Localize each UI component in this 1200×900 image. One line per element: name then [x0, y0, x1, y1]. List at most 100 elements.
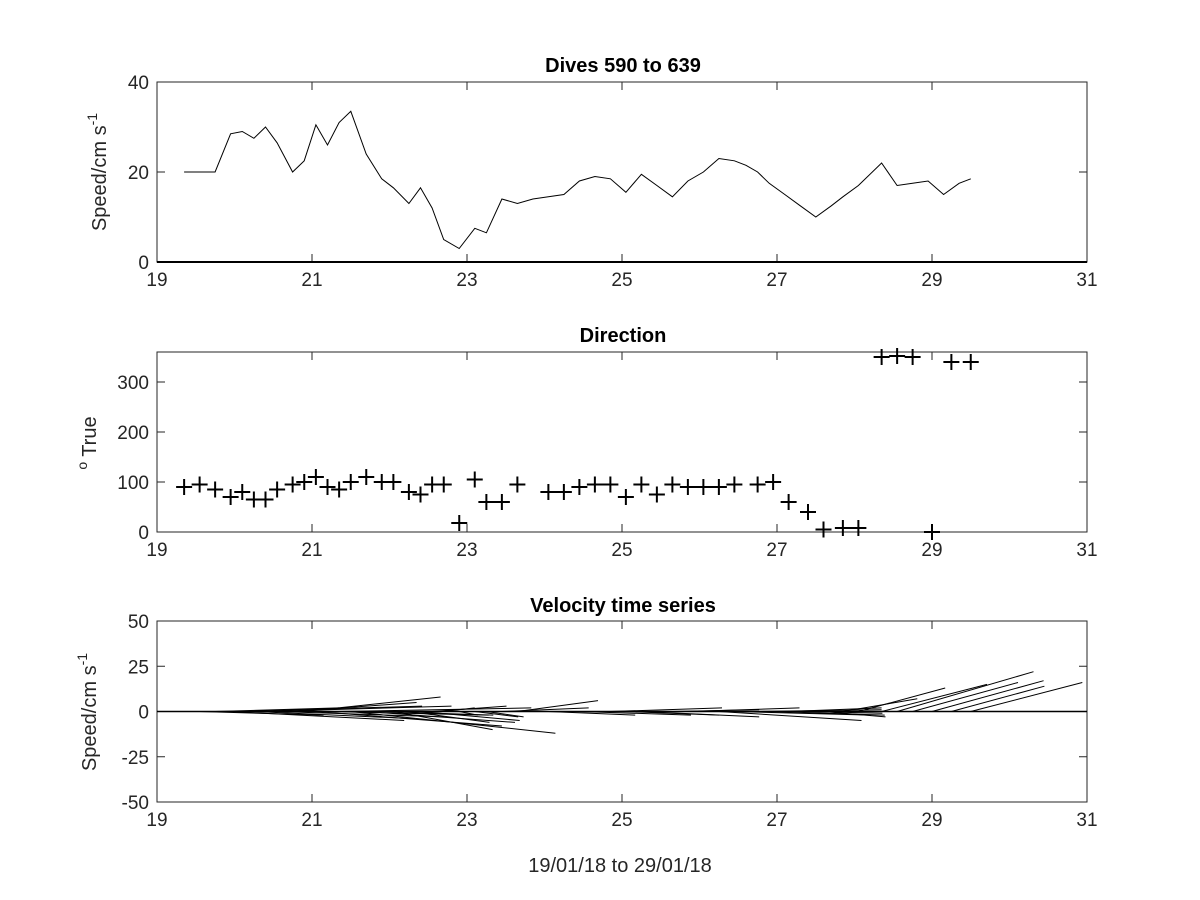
velocity-xlabel: 19/01/18 to 29/01/18 — [528, 855, 712, 877]
speed-title: Dives 590 to 639 — [545, 55, 701, 77]
velocity-vector — [315, 711, 502, 727]
velocity-xtick-label: 31 — [1076, 810, 1097, 831]
svg-text:Speed/cm s-1: Speed/cm s-1 — [74, 653, 101, 771]
velocity-vector — [230, 711, 405, 721]
velocity-xtick-label: 21 — [301, 810, 322, 831]
velocity-vector — [610, 707, 723, 712]
velocity-vector — [579, 711, 692, 716]
velocity-ytick-label: -50 — [122, 793, 149, 814]
velocity-vector — [459, 711, 478, 716]
direction-point — [815, 521, 832, 538]
speed-xtick-label: 21 — [301, 270, 322, 291]
direction-point — [726, 476, 743, 493]
velocity-vector — [734, 711, 871, 716]
direction-point — [679, 479, 696, 495]
velocity-vector — [881, 683, 988, 712]
direction-point — [633, 476, 650, 493]
velocity-panel: Velocity time series Speed/cm s-1 19/01/… — [74, 595, 1098, 877]
velocity-vector — [474, 711, 519, 718]
direction-point — [904, 349, 921, 365]
velocity-ylabel: Speed/cm s-1 — [74, 653, 101, 771]
direction-ytick-label: 300 — [117, 373, 149, 394]
velocity-vector — [265, 705, 452, 712]
velocity-xtick-label: 25 — [611, 810, 632, 831]
velocity-vector — [951, 685, 1045, 712]
velocity-xtick-label: 27 — [766, 810, 787, 831]
direction-ylabel: o True — [74, 416, 101, 469]
velocity-vector — [443, 707, 475, 712]
direction-ytick-label: 0 — [138, 523, 149, 544]
direction-point — [710, 479, 727, 495]
direction-point — [358, 469, 375, 485]
direction-xtick-label: 29 — [921, 540, 942, 561]
direction-xtick-label: 25 — [611, 540, 632, 561]
direction-point — [478, 494, 495, 510]
direction-point — [509, 476, 526, 493]
direction-point — [400, 484, 417, 500]
direction-point — [342, 474, 359, 490]
direction-point — [412, 486, 429, 503]
velocity-vector — [912, 682, 1019, 712]
direction-point — [269, 481, 286, 498]
velocity-vector — [931, 680, 1044, 712]
direction-point — [571, 479, 588, 495]
direction-point — [257, 491, 274, 508]
direction-xtick-label: 19 — [146, 540, 167, 561]
velocity-vector — [641, 711, 760, 718]
direction-ylabel-sup: o — [74, 462, 90, 470]
speed-ytick-label: 20 — [128, 163, 149, 184]
speed-xtick-label: 31 — [1076, 270, 1097, 291]
speed-ylabel: Speed/cm s-1 — [84, 113, 111, 231]
direction-point — [435, 476, 452, 493]
velocity-vector — [773, 711, 885, 716]
velocity-vector — [687, 707, 800, 712]
velocity-vector — [339, 707, 532, 712]
velocity-vector — [858, 687, 946, 712]
direction-xtick-label: 27 — [766, 540, 787, 561]
velocity-vector — [408, 711, 490, 723]
direction-point — [695, 479, 712, 495]
velocity-vector — [304, 696, 441, 712]
direction-point — [648, 486, 665, 503]
direction-point — [191, 476, 208, 493]
speed-xtick-label: 27 — [766, 270, 787, 291]
speed-xtick-label: 29 — [921, 270, 942, 291]
speed-xtick-label: 19 — [146, 270, 167, 291]
velocity-ytick-label: 25 — [128, 657, 149, 678]
velocity-ytick-label: 0 — [138, 703, 149, 724]
direction-xtick-label: 31 — [1076, 540, 1097, 561]
direction-point — [943, 354, 960, 370]
direction-point — [617, 489, 634, 505]
velocity-ylabel-sup: -1 — [74, 653, 90, 666]
speed-ylabel-sup: -1 — [84, 113, 100, 126]
direction-point — [664, 476, 681, 493]
velocity-vector — [718, 711, 862, 721]
direction-point — [207, 481, 224, 498]
direction-title: Direction — [580, 325, 667, 347]
direction-point — [962, 354, 979, 370]
velocity-vector — [366, 711, 516, 723]
velocity-vector — [807, 711, 883, 714]
direction-point — [602, 476, 619, 493]
direction-point — [540, 484, 557, 500]
direction-point — [555, 484, 572, 500]
svg-text:Speed/cm s-1: Speed/cm s-1 — [84, 113, 111, 231]
speed-ylabel-main: Speed/cm s — [89, 125, 111, 231]
direction-point — [307, 469, 324, 485]
velocity-vector — [215, 707, 340, 712]
direction-point — [889, 348, 906, 364]
direction-point — [319, 479, 336, 495]
direction-point — [176, 479, 193, 495]
velocity-vector — [896, 671, 1034, 712]
direction-point — [234, 484, 251, 500]
direction-point — [765, 474, 782, 490]
direction-point — [834, 520, 851, 536]
direction-point — [331, 481, 348, 498]
speed-xtick-label: 23 — [456, 270, 477, 291]
direction-xtick-label: 23 — [456, 540, 477, 561]
direction-point — [493, 494, 510, 510]
direction-point — [296, 474, 313, 490]
velocity-xtick-label: 29 — [921, 810, 942, 831]
